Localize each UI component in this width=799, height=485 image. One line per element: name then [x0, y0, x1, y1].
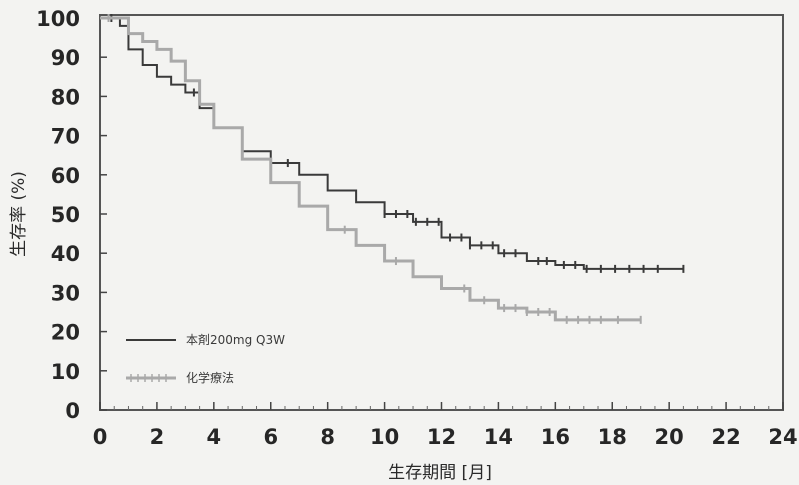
- y-tick-label: 100: [36, 7, 80, 31]
- y-axis-title: 生存率 (%): [9, 171, 29, 257]
- x-tick-label: 10: [370, 425, 399, 449]
- y-tick-label: 80: [51, 85, 80, 109]
- x-tick-label: 8: [320, 425, 335, 449]
- x-tick-label: 4: [207, 425, 222, 449]
- x-tick-label: 2: [150, 425, 165, 449]
- x-axis-title: 生存期間 [月]: [388, 463, 492, 483]
- y-tick-label: 70: [51, 125, 80, 149]
- x-tick-label: 22: [711, 425, 740, 449]
- survival-curves: [100, 14, 685, 324]
- x-tick-label: 6: [263, 425, 278, 449]
- x-tick-label: 0: [93, 425, 108, 449]
- x-tick-label: 18: [598, 425, 627, 449]
- y-tick-label: 10: [51, 360, 80, 384]
- plot-frame: [99, 14, 784, 411]
- legend-censor-marks: [130, 374, 167, 382]
- legend-label-series-2: 化学療法: [186, 370, 234, 385]
- legend-label-series-1: 本剤200mg Q3W: [186, 332, 285, 347]
- y-tick-label: 20: [51, 321, 80, 345]
- y-tick-label: 50: [51, 203, 80, 227]
- x-tick-label: 24: [768, 425, 797, 449]
- y-tick-label: 60: [51, 164, 80, 188]
- y-tick-label: 0: [65, 399, 80, 423]
- curve-series-2: [100, 16, 641, 322]
- y-tick-label: 30: [51, 281, 80, 305]
- y-tick-label: 90: [51, 46, 80, 70]
- y-tick-label: 40: [51, 242, 80, 266]
- curve-series-1: [100, 17, 684, 270]
- legend: 本剤200mg Q3W 化学療法: [126, 332, 285, 385]
- x-tick-label: 20: [655, 425, 684, 449]
- x-tick-label: 16: [541, 425, 570, 449]
- x-tick-label: 14: [484, 425, 513, 449]
- x-tick-label: 12: [427, 425, 456, 449]
- axis-ticks: 0 2 4 6 8 10 12 14 16 18 20 22 240102030405060708090…: [36, 7, 797, 449]
